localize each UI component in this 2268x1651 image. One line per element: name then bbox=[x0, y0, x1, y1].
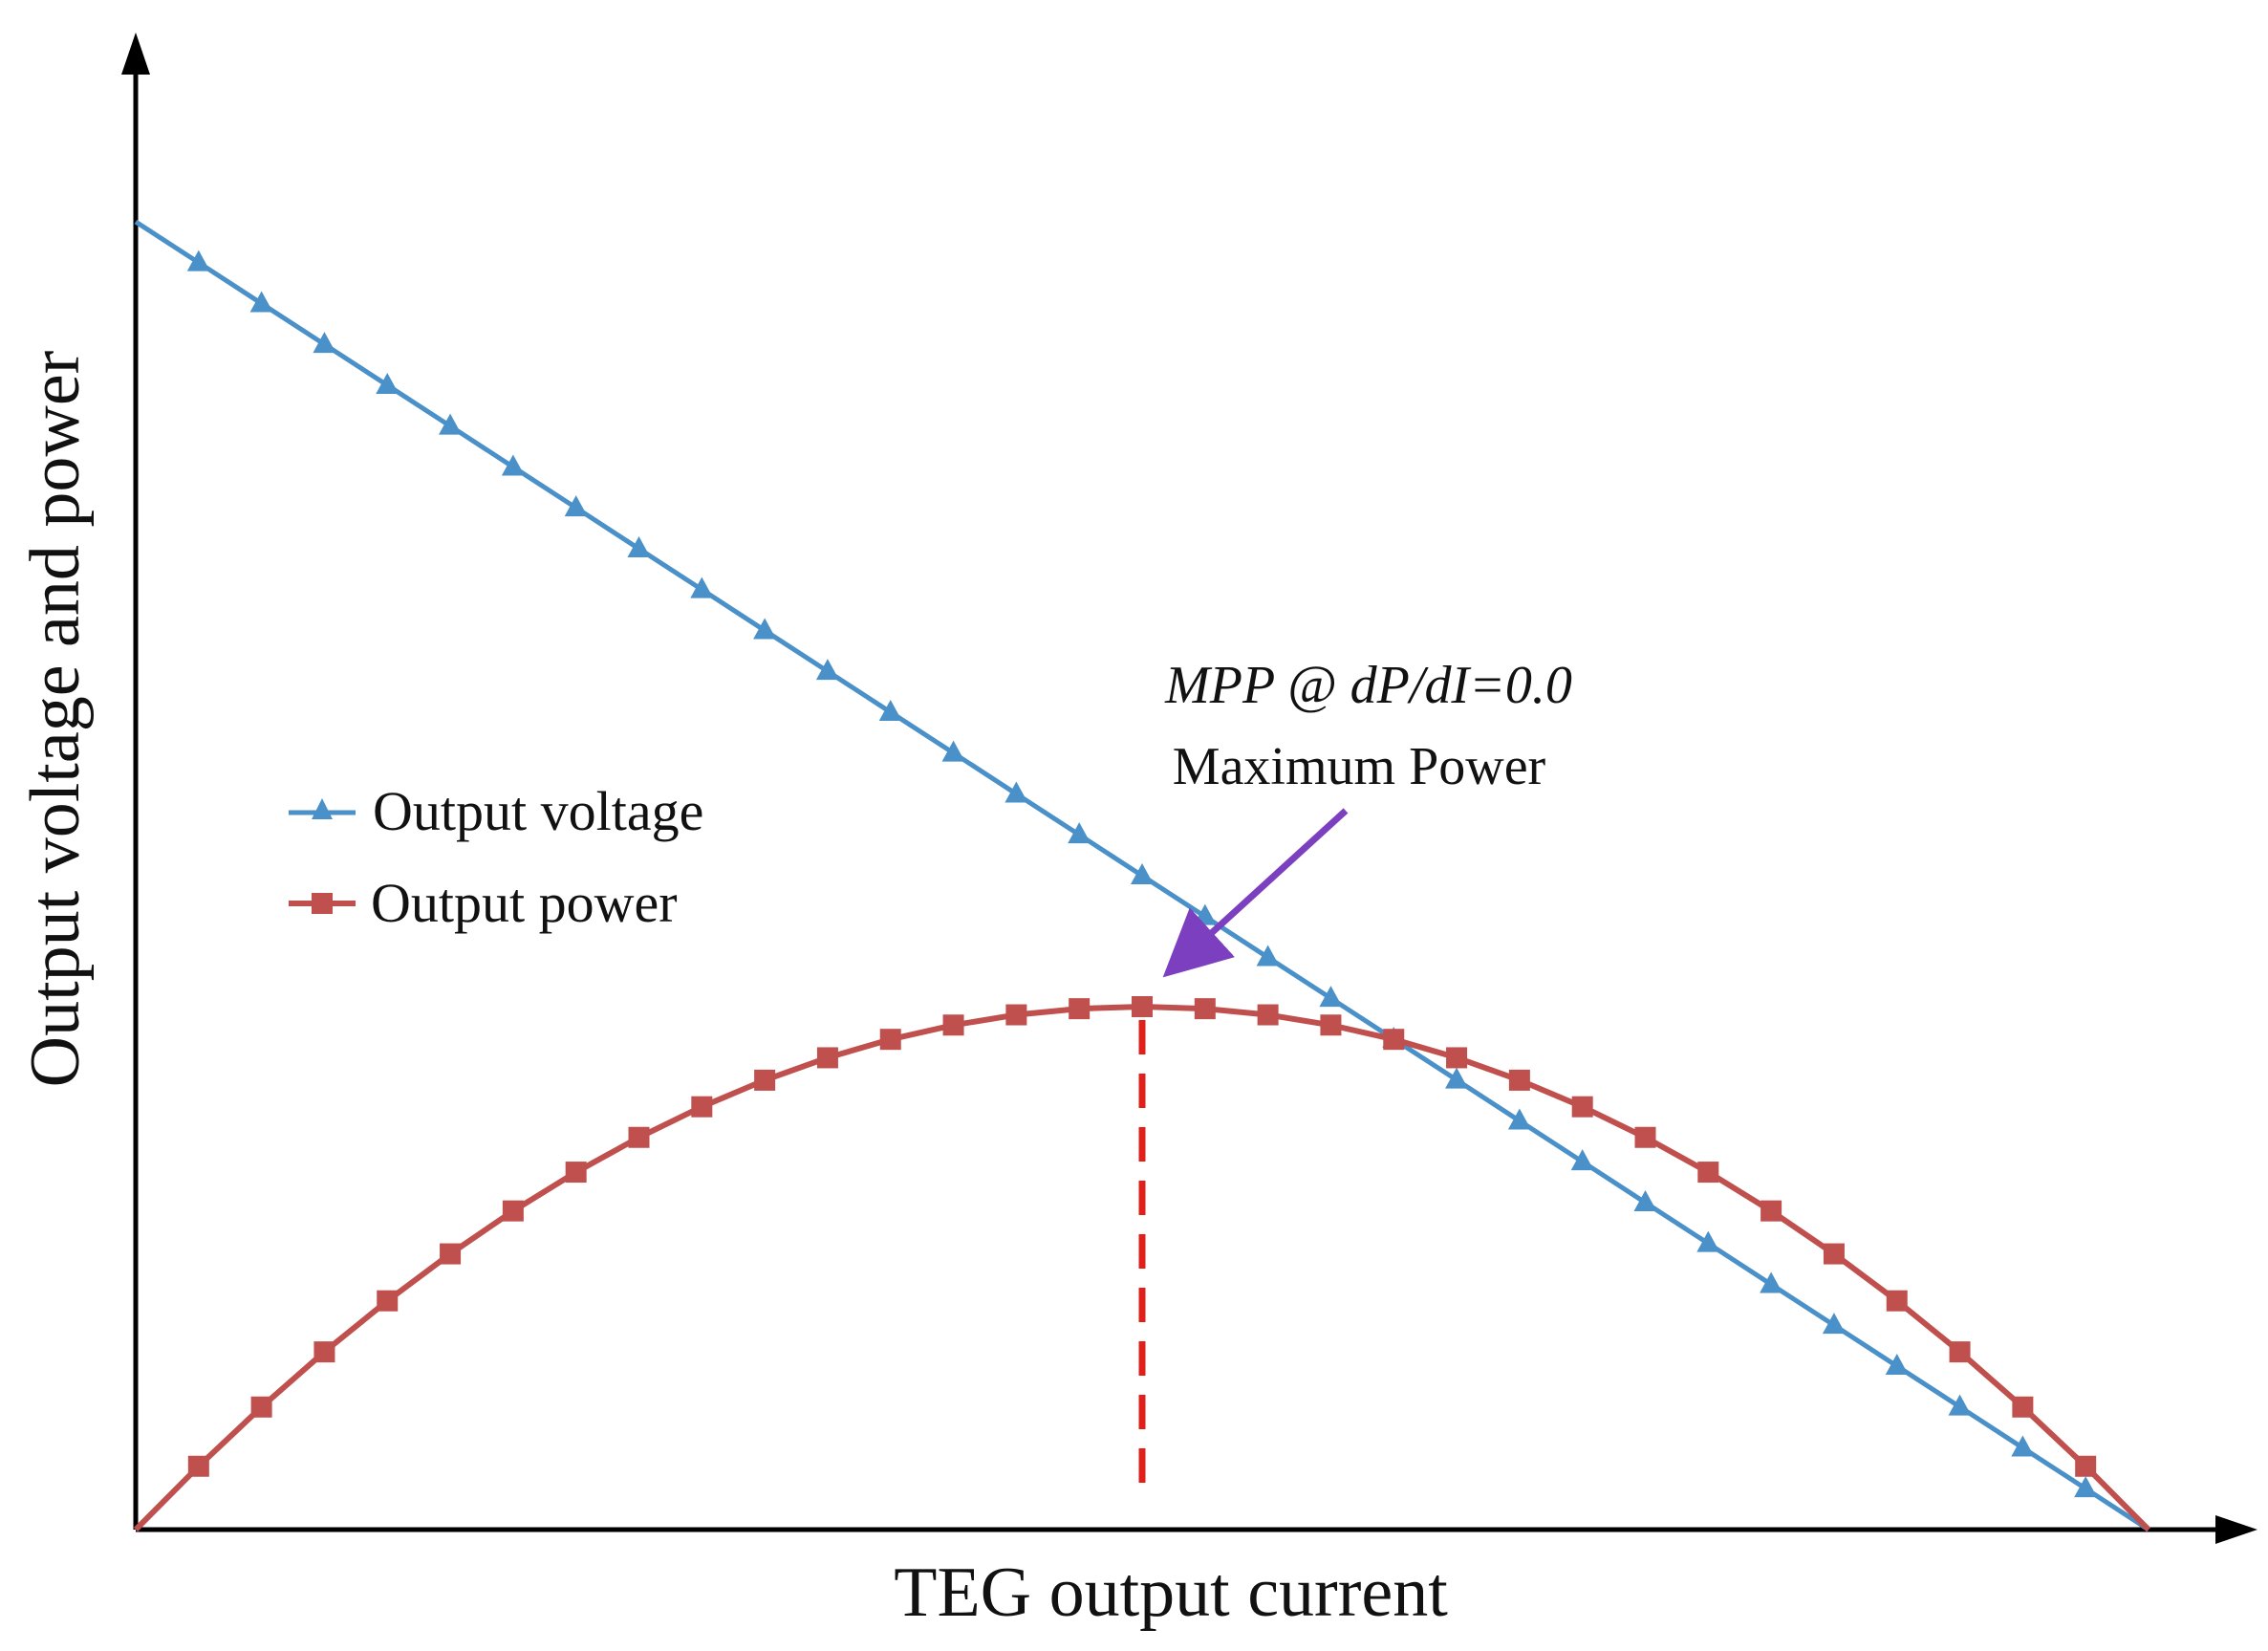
legend: Output voltage Output power bbox=[289, 780, 703, 934]
voltage-point-27 bbox=[1822, 1313, 1846, 1335]
power-point-9 bbox=[691, 1096, 713, 1118]
legend-triangle-icon bbox=[312, 798, 333, 819]
power-point-7 bbox=[565, 1162, 587, 1184]
voltage-point-30 bbox=[2011, 1435, 2035, 1457]
voltage-point-8 bbox=[627, 536, 651, 557]
voltage-point-14 bbox=[1004, 781, 1028, 803]
power-point-2 bbox=[250, 1396, 272, 1418]
power-point-6 bbox=[502, 1200, 524, 1222]
power-point-18 bbox=[1257, 1004, 1279, 1026]
power-point-5 bbox=[440, 1243, 462, 1265]
voltage-point-4 bbox=[376, 373, 400, 394]
power-point-31 bbox=[2075, 1455, 2097, 1477]
voltage-point-2 bbox=[249, 291, 273, 313]
mpp-annotation-label: MPP @ dP/dI=0.0 bbox=[1164, 656, 1572, 715]
voltage-point-24 bbox=[1633, 1190, 1657, 1211]
power-point-27 bbox=[1823, 1243, 1845, 1265]
voltage-point-23 bbox=[1570, 1149, 1594, 1171]
voltage-point-29 bbox=[1948, 1394, 1972, 1416]
power-point-12 bbox=[879, 1029, 901, 1051]
mpp-arrow-icon bbox=[1162, 808, 1349, 978]
legend-square-icon bbox=[312, 893, 333, 914]
power-point-30 bbox=[2012, 1396, 2034, 1418]
voltage-point-21 bbox=[1445, 1067, 1469, 1089]
voltage-point-9 bbox=[690, 576, 714, 598]
power-markers bbox=[187, 996, 2097, 1477]
legend-label-output-voltage: Output voltage bbox=[373, 780, 703, 842]
power-point-25 bbox=[1697, 1162, 1719, 1184]
voltage-point-22 bbox=[1507, 1108, 1531, 1130]
power-point-23 bbox=[1571, 1096, 1593, 1118]
voltage-point-5 bbox=[439, 413, 463, 435]
power-point-26 bbox=[1760, 1200, 1782, 1222]
power-point-19 bbox=[1320, 1014, 1342, 1036]
voltage-point-3 bbox=[313, 332, 336, 354]
voltage-point-17 bbox=[1193, 903, 1217, 925]
voltage-point-26 bbox=[1760, 1271, 1783, 1293]
legend-item-output-power: Output power bbox=[289, 872, 678, 934]
y-axis-arrow-icon bbox=[121, 33, 150, 75]
power-point-10 bbox=[754, 1069, 776, 1091]
voltage-point-16 bbox=[1131, 863, 1154, 884]
axes bbox=[121, 33, 2257, 1544]
mpp-annotation: MPP @ dP/dI=0.0 Maximum Power bbox=[1162, 656, 1572, 978]
voltage-point-7 bbox=[564, 495, 588, 517]
power-point-16 bbox=[1132, 996, 1153, 1017]
power-point-21 bbox=[1446, 1047, 1468, 1069]
y-axis-title: Output voltage and power bbox=[16, 351, 95, 1088]
power-point-28 bbox=[1886, 1290, 1908, 1312]
voltage-point-11 bbox=[815, 659, 839, 681]
power-point-20 bbox=[1383, 1029, 1405, 1051]
power-point-11 bbox=[816, 1047, 838, 1069]
legend-label-output-power: Output power bbox=[371, 872, 678, 934]
voltage-point-25 bbox=[1696, 1230, 1720, 1252]
voltage-markers bbox=[186, 250, 2098, 1498]
x-axis-title: TEG output current bbox=[894, 1553, 1448, 1632]
voltage-point-15 bbox=[1068, 822, 1091, 844]
voltage-point-10 bbox=[753, 618, 777, 640]
power-point-13 bbox=[942, 1014, 964, 1036]
voltage-point-6 bbox=[501, 454, 525, 476]
voltage-point-13 bbox=[941, 740, 965, 762]
power-point-4 bbox=[377, 1290, 399, 1312]
voltage-point-12 bbox=[878, 700, 902, 721]
voltage-point-28 bbox=[1885, 1354, 1909, 1375]
voltage-point-31 bbox=[2074, 1476, 2098, 1498]
power-point-17 bbox=[1194, 998, 1216, 1020]
power-point-22 bbox=[1508, 1069, 1530, 1091]
power-point-1 bbox=[187, 1455, 209, 1477]
power-point-24 bbox=[1634, 1126, 1656, 1148]
voltage-point-18 bbox=[1256, 945, 1280, 967]
x-axis-arrow-icon bbox=[2215, 1515, 2257, 1544]
legend-item-output-voltage: Output voltage bbox=[289, 780, 703, 842]
power-point-29 bbox=[1949, 1341, 1971, 1363]
power-point-14 bbox=[1005, 1004, 1027, 1026]
power-point-15 bbox=[1069, 998, 1091, 1020]
power-point-8 bbox=[628, 1126, 650, 1148]
voltage-point-19 bbox=[1319, 986, 1343, 1008]
power-point-3 bbox=[313, 1341, 335, 1363]
voltage-point-1 bbox=[186, 250, 210, 272]
mpp-annotation-sublabel: Maximum Power bbox=[1173, 737, 1546, 796]
